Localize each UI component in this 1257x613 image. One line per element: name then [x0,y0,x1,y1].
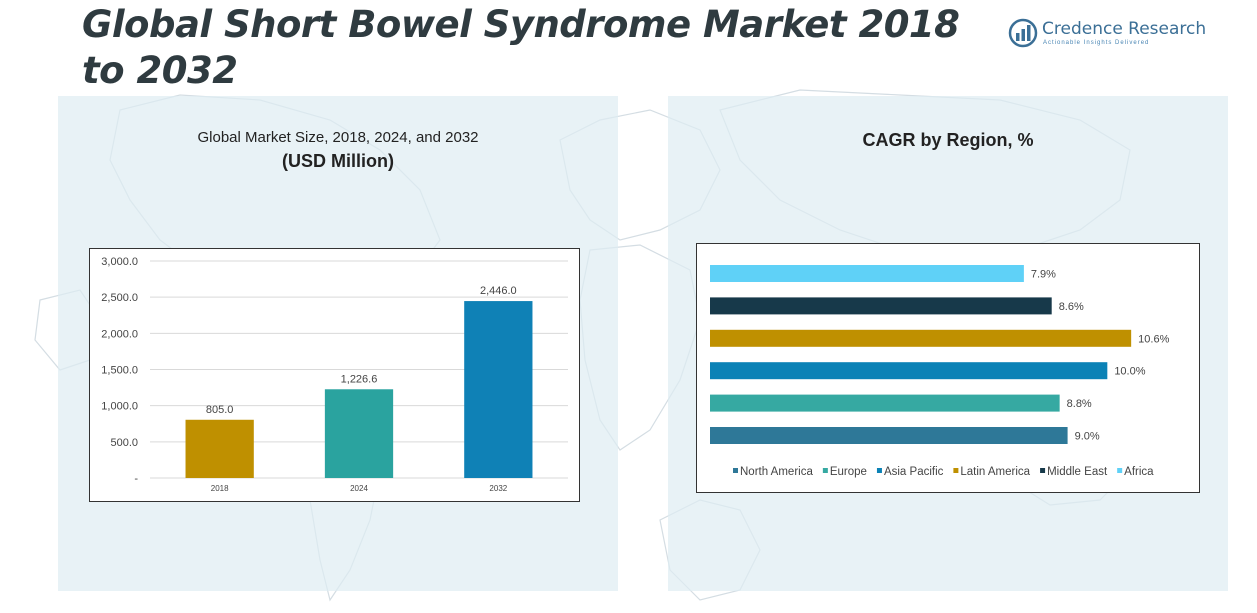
legend-label: Asia Pacific [884,466,944,478]
legend-label: Latin America [960,466,1030,478]
cagr-value-label: 8.6% [1059,301,1084,313]
credence-research-logo: Credence Research Actionable Insights De… [1008,18,1208,50]
cagr-value-label: 7.9% [1031,269,1056,281]
y-tick-label: 3,000.0 [101,256,138,268]
legend-label: Europe [830,466,867,478]
cagr-bar-North America [710,427,1068,444]
x-tick-label: 2024 [350,484,368,493]
legend-swatch [876,468,882,473]
cagr-bar-Latin America [710,329,1132,347]
market-size-unit: (USD Million) [282,151,394,171]
x-tick-label: 2018 [211,484,229,493]
market-size-chart-svg: - 500.0 1,000.0 1,500.0 2,000.0 2,500.0 3,000.… [101,256,568,493]
cagr-heading: CAGR by Region, % [862,130,1034,150]
cagr-value-label: 10.0% [1114,366,1145,378]
cagr-chart: 9.0% 8.8% 10.0% 10.6% 8.6% 7.9% North America E… [696,243,1200,493]
bar-2032 [464,301,533,478]
cagr-chart-svg: 9.0% 8.8% 10.0% 10.6% 8.6% 7.9% North America E… [710,265,1170,478]
bar-2018 [185,419,254,478]
bar-2024 [324,389,394,478]
cagr-value-label: 9.0% [1075,431,1100,443]
y-tick-label: 500.0 [110,437,138,449]
cagr-bar-Africa [710,265,1024,282]
y-tick-label: 1,000.0 [101,401,138,413]
legend-swatch [1117,468,1123,473]
legend-swatch [953,468,959,473]
bar-value-label: 2,446.0 [480,285,517,297]
legend-swatch [822,468,828,473]
market-size-chart: - 500.0 1,000.0 1,500.0 2,000.0 2,500.0 3,000.… [89,248,580,502]
x-tick-label: 2032 [489,484,507,493]
legend-swatch [733,468,738,473]
y-tick-label: - [134,473,138,485]
y-tick-label: 2,500.0 [101,292,138,304]
logo-name: Credence Research [1042,19,1207,39]
legend-label: North America [740,466,813,478]
y-tick-label: 1,500.0 [101,365,138,377]
cagr-bar-Middle East [710,297,1052,315]
logo-tagline: Actionable Insights Delivered [1043,40,1150,46]
market-size-subtitle: Global Market Size, 2018, 2024, and 2032 [197,129,479,146]
cagr-value-label: 8.8% [1067,398,1092,410]
cagr-value-label: 10.6% [1138,333,1169,345]
cagr-bar-Europe [710,394,1060,412]
page-title: Global Short Bowel Syndrome Market 2018 … [82,3,960,92]
legend-label: Middle East [1047,466,1108,478]
bar-value-label: 805.0 [206,404,234,416]
bar-value-label: 1,226.6 [341,373,378,385]
logo-icon [1008,18,1038,48]
legend-label: Africa [1124,466,1154,478]
cagr-bar-Asia Pacific [710,362,1108,380]
y-tick-label: 2,000.0 [101,328,138,340]
legend-swatch [1040,468,1046,473]
